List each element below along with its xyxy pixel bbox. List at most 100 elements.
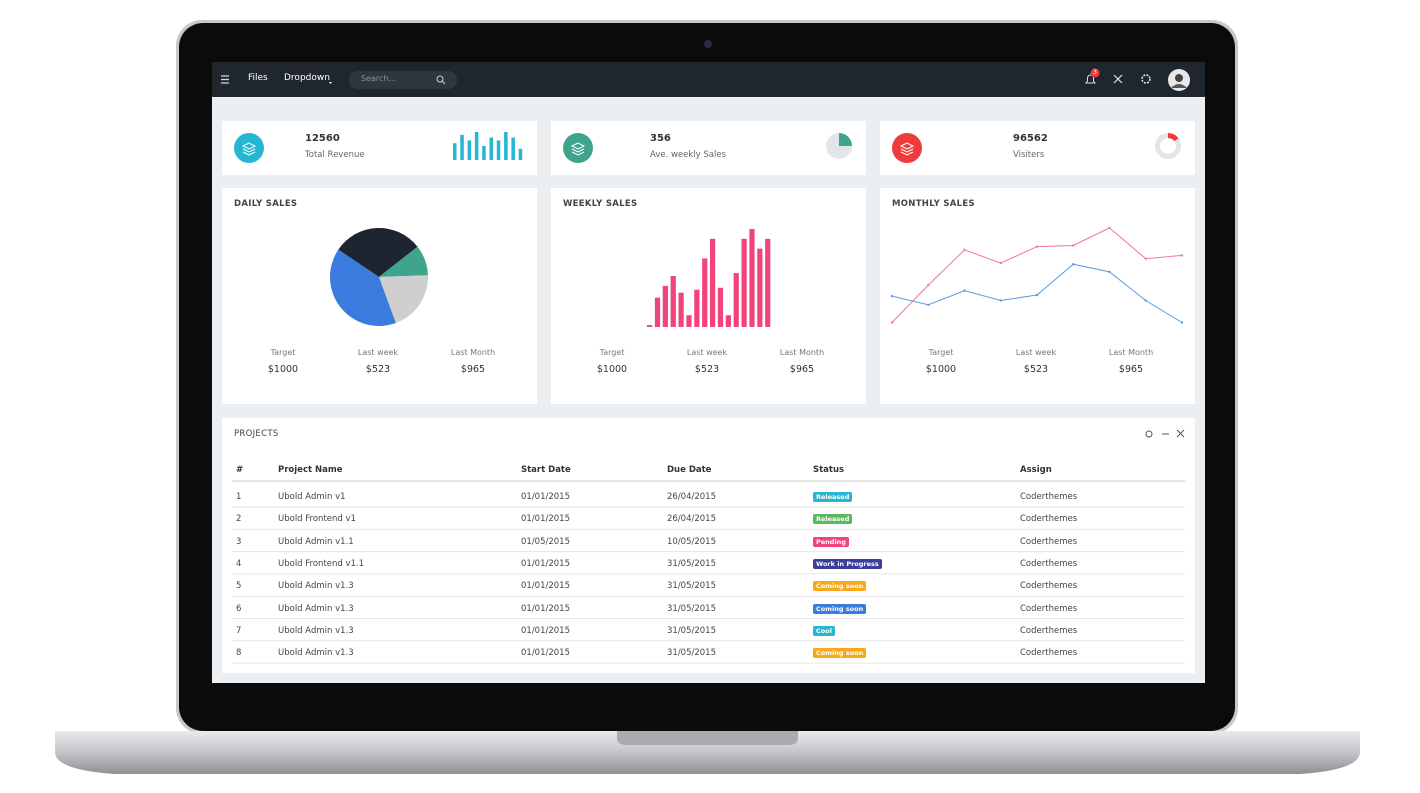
pie-slice	[839, 133, 852, 146]
table-cell: 4	[236, 558, 242, 569]
table-cell: Coderthemes	[1020, 648, 1078, 659]
bar	[733, 273, 739, 327]
bar	[757, 248, 763, 327]
stat-icon	[234, 133, 264, 163]
nav-dropdown[interactable]: Dropdown	[284, 73, 330, 83]
bar	[702, 258, 708, 327]
projects-card: PROJECTS # Project Name Start Date Due Date S…	[222, 418, 1195, 673]
stat-label: Ave. weekly Sales	[650, 150, 727, 160]
table-cell: 01/01/2015	[521, 603, 570, 614]
pie-slice	[379, 275, 428, 324]
panel-title: MONTHLY SALES	[892, 199, 975, 209]
table-cell: 01/01/2015	[521, 581, 570, 592]
line-point	[1180, 321, 1184, 324]
line-point	[999, 299, 1002, 302]
table-cell: 1	[236, 492, 242, 502]
line-series	[891, 227, 1183, 323]
summary-value: $1000	[267, 364, 299, 375]
bar	[511, 137, 515, 160]
table-cell: 01/05/2015	[521, 536, 570, 547]
pie-slice	[329, 249, 396, 326]
line-point	[890, 321, 894, 324]
stat-label: Total Revenue	[305, 150, 365, 160]
table-cell: Ubold Frontend v1.1	[278, 558, 365, 569]
summary-label: Last week	[1015, 348, 1057, 357]
line-point	[927, 303, 930, 307]
stat-icon-glyph	[570, 142, 586, 156]
status-badge: Released	[813, 492, 853, 502]
stat-card: 96562 Visiters	[880, 121, 1195, 175]
bar	[654, 297, 661, 327]
bar	[749, 229, 755, 327]
bar	[489, 137, 493, 160]
chart	[890, 226, 1184, 324]
bar	[725, 315, 731, 327]
chart	[563, 133, 852, 163]
chart	[647, 229, 771, 327]
line-point	[890, 294, 894, 298]
panel-title: PROJECTS	[234, 429, 279, 439]
navbar: Files Dropdown Search... 3	[212, 62, 1205, 97]
summary-label: Last Month	[1108, 348, 1154, 357]
bar	[474, 132, 479, 160]
table-cell: Coderthemes	[1020, 536, 1078, 547]
line-point	[927, 283, 930, 287]
status-badge: Coming soon	[813, 648, 867, 659]
chart-card: WEEKLY SALES Target $1000 Last week $523 Last…	[551, 188, 866, 404]
table-header: Start Date	[521, 465, 571, 475]
table-cell: 10/05/2015	[667, 536, 716, 547]
status-badge: Work in Progress	[813, 558, 882, 569]
table-cell: 7	[236, 625, 242, 636]
bar	[741, 238, 747, 327]
table-header: Assign	[1020, 465, 1052, 475]
stat-value: 96562	[1013, 133, 1048, 144]
status-badge: Cool	[813, 625, 835, 636]
table-header: #	[236, 465, 244, 475]
summary-value: $523	[365, 364, 391, 375]
summary-label: Last week	[357, 348, 399, 357]
summary-label: Target	[270, 348, 296, 357]
bar	[453, 143, 457, 160]
line-point	[1144, 299, 1147, 302]
table-cell: 31/05/2015	[667, 648, 716, 659]
table-header: Due Date	[667, 465, 712, 475]
bar	[694, 289, 700, 327]
panel-title: DAILY SALES	[234, 199, 298, 209]
pie-slice	[1155, 133, 1181, 159]
nav-link[interactable]: Files	[248, 73, 268, 83]
summary-value: $1000	[925, 364, 957, 375]
table-cell: 01/01/2015	[521, 492, 570, 502]
table-cell: 31/05/2015	[667, 581, 716, 592]
chart	[234, 132, 523, 163]
summary-value: $1000	[596, 364, 628, 375]
line-point	[963, 289, 966, 292]
table-cell: 5	[236, 581, 242, 592]
stat-card: 356 Ave. weekly Sales	[551, 121, 866, 175]
refresh-button[interactable]	[1145, 430, 1153, 438]
close-button[interactable]	[1176, 429, 1185, 438]
bar	[662, 285, 668, 327]
table-cell: 01/01/2015	[521, 625, 570, 636]
search-input[interactable]: Search...	[361, 74, 397, 83]
stat-icon-glyph	[241, 142, 257, 156]
table-cell: 6	[236, 603, 242, 614]
summary-label: Last week	[686, 348, 728, 357]
table-header: Project Name	[278, 465, 343, 475]
chart-card: DAILY SALES Target $1000 Last week $523 Last …	[222, 188, 537, 404]
table-cell: Ubold Admin v1	[278, 492, 346, 502]
dashboard: Files Dropdown Search... 3 12560 Total Re…	[212, 62, 1205, 683]
notification-badge[interactable]: 3	[1093, 69, 1097, 76]
pie-slice	[338, 228, 418, 277]
line-series	[891, 263, 1183, 323]
summary-label: Last Month	[779, 348, 825, 357]
table-cell: Coderthemes	[1020, 558, 1078, 569]
table-cell: 8	[236, 648, 242, 659]
line-point	[1108, 226, 1111, 230]
table-cell: 26/04/2015	[667, 492, 716, 502]
status-badge: Coming soon	[813, 603, 867, 614]
summary-value: $965	[789, 364, 815, 375]
bar	[670, 276, 676, 327]
summary-value: $523	[694, 364, 720, 375]
table-cell: 01/01/2015	[521, 514, 570, 525]
table-cell: 31/05/2015	[667, 603, 716, 614]
